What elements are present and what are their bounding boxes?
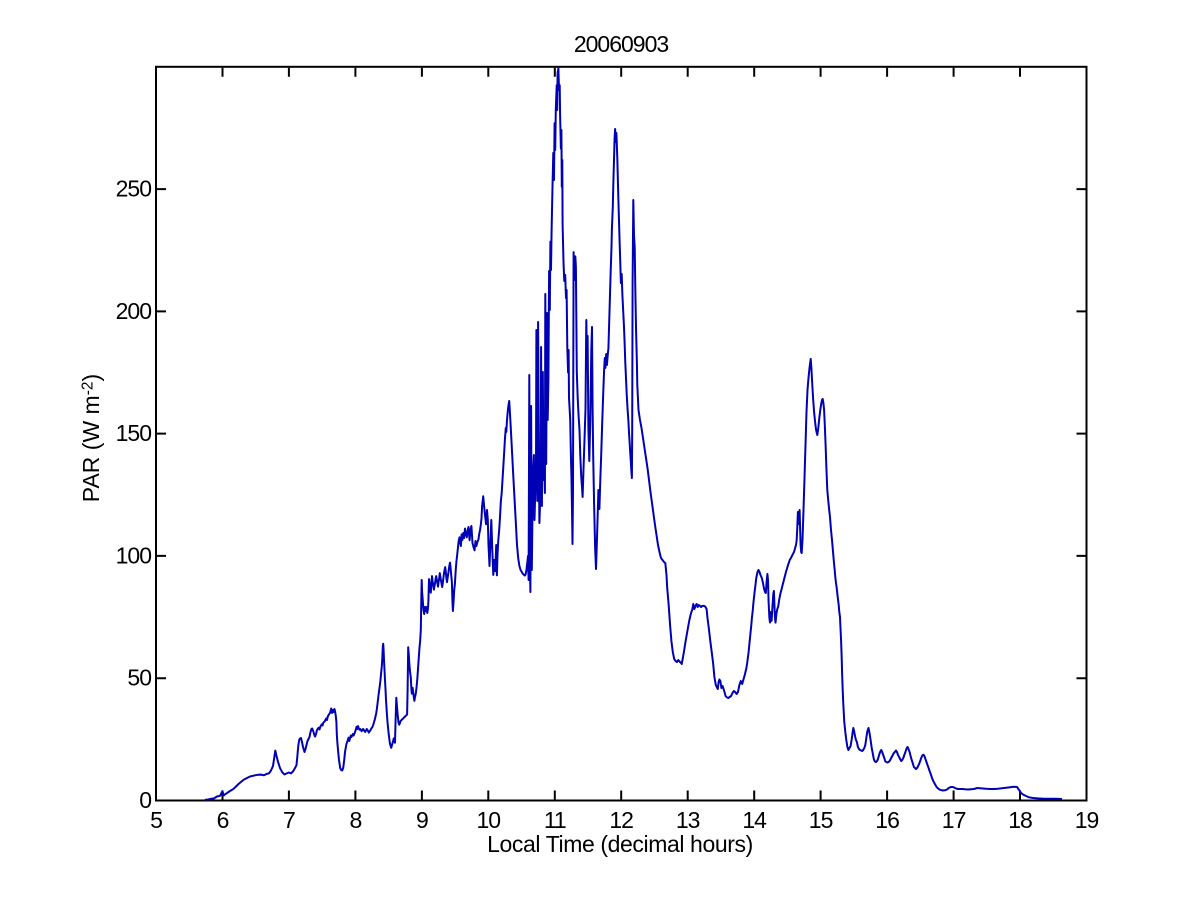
svg-text:19: 19	[1075, 807, 1099, 833]
svg-text:20060903: 20060903	[574, 31, 669, 57]
svg-text:13: 13	[676, 807, 700, 833]
svg-text:7: 7	[283, 807, 295, 833]
svg-text:12: 12	[609, 807, 633, 833]
svg-text:14: 14	[742, 807, 767, 833]
svg-text:50: 50	[127, 665, 151, 691]
svg-text:250: 250	[116, 176, 152, 202]
svg-text:200: 200	[116, 298, 152, 324]
svg-text:15: 15	[809, 807, 833, 833]
svg-text:100: 100	[116, 542, 152, 568]
svg-text:6: 6	[217, 807, 229, 833]
svg-text:11: 11	[544, 807, 566, 833]
svg-text:18: 18	[1008, 807, 1032, 833]
svg-text:10: 10	[477, 807, 501, 833]
svg-text:17: 17	[942, 807, 966, 833]
svg-text:0: 0	[139, 787, 151, 813]
svg-text:16: 16	[875, 807, 899, 833]
svg-text:8: 8	[350, 807, 362, 833]
svg-text:Local Time (decimal hours): Local Time (decimal hours)	[487, 831, 753, 857]
svg-text:5: 5	[150, 807, 162, 833]
svg-text:PAR (W m-2): PAR (W m-2)	[78, 374, 104, 502]
svg-text:9: 9	[416, 807, 428, 833]
svg-text:150: 150	[116, 420, 152, 446]
